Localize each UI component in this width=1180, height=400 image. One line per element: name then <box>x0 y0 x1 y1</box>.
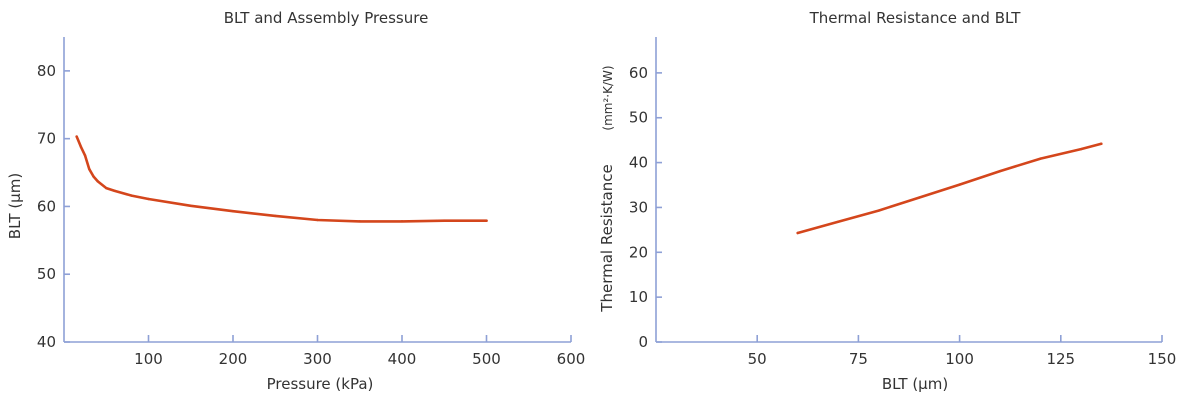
data-point <box>836 220 840 223</box>
data-point <box>998 169 1002 173</box>
x-tick-label: 100 <box>945 350 974 368</box>
y-tick-label: 60 <box>37 197 56 215</box>
y-tick-label: 70 <box>37 130 56 148</box>
x-axis-label: Pressure (kPa) <box>267 375 374 393</box>
x-tick-label: 400 <box>388 350 417 368</box>
x-tick-label: 150 <box>1148 350 1177 368</box>
data-point <box>88 167 91 171</box>
data-point <box>274 214 277 218</box>
x-tick-label: 200 <box>219 350 248 368</box>
data-point <box>79 145 83 148</box>
data-point <box>358 220 361 223</box>
data-point <box>105 186 108 190</box>
data-point <box>917 196 921 199</box>
data-point <box>316 218 319 222</box>
data-point <box>113 189 116 193</box>
data-point <box>877 209 880 212</box>
y-tick-label: 40 <box>37 333 56 351</box>
y-axis-label: BLT (μm) <box>6 173 24 239</box>
chart-title: BLT and Assembly Pressure <box>224 9 429 27</box>
chart-blt-vs-pressure: BLT and Assembly Pressure Pressure (kPa)… <box>6 9 585 393</box>
y-tick-label: 10 <box>629 288 648 306</box>
chart-resistance-vs-blt: Thermal Resistance and BLT BLT (μm) Ther… <box>598 9 1176 393</box>
data-point <box>231 209 235 213</box>
y-axis-unit-label: (mm²·K/W) <box>601 65 615 130</box>
y-tick-label: 40 <box>629 154 648 172</box>
x-tick-label: 75 <box>849 350 868 368</box>
series-line <box>75 135 488 223</box>
data-point <box>92 175 95 178</box>
data-point <box>443 219 446 222</box>
data-point <box>130 194 133 197</box>
y-tick-label: 30 <box>629 198 648 216</box>
data-point <box>1079 147 1083 151</box>
y-tick-label: 50 <box>629 109 648 127</box>
series-line <box>796 142 1103 235</box>
data-point <box>75 135 78 138</box>
x-tick-label: 300 <box>303 350 332 368</box>
y-axis-label: Thermal Resistance <box>598 164 616 312</box>
x-tick-label: 500 <box>472 350 501 368</box>
x-tick-label: 50 <box>748 350 767 368</box>
x-axis-label: BLT (μm) <box>882 375 948 393</box>
data-point <box>147 197 150 201</box>
data-point <box>796 231 799 235</box>
data-point <box>1100 142 1103 145</box>
data-point <box>1039 157 1042 160</box>
y-tick-label: 80 <box>37 62 56 80</box>
data-point <box>83 154 87 157</box>
data-point <box>189 204 192 207</box>
data-point <box>400 220 404 223</box>
y-tick-label: 20 <box>629 243 648 261</box>
data-point <box>485 219 488 222</box>
x-tick-label: 100 <box>134 350 163 368</box>
x-tick-label: 600 <box>557 350 586 368</box>
data-point <box>958 183 961 186</box>
y-tick-label: 0 <box>638 333 648 351</box>
data-point <box>96 180 100 183</box>
x-tick-label: 125 <box>1046 350 1075 368</box>
y-tick-label: 60 <box>629 64 648 82</box>
y-tick-label: 50 <box>37 265 56 283</box>
chart-title: Thermal Resistance and BLT <box>809 9 1022 27</box>
